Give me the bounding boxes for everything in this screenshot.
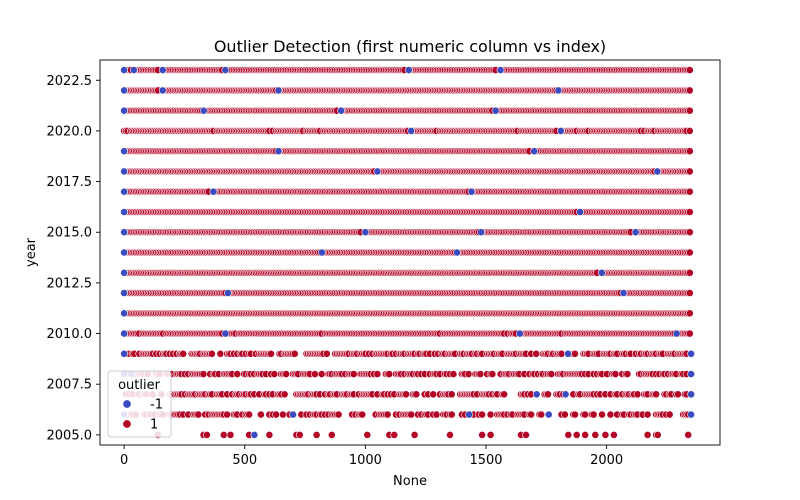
scatter-point-inlier (685, 187, 694, 196)
scatter-point-inlier (571, 349, 579, 358)
scatter-point-inlier (522, 430, 530, 439)
scatter-point-inlier (571, 410, 579, 419)
scatter-point-inlier (447, 390, 456, 399)
scatter-point-inlier (312, 430, 321, 439)
scatter-point-inlier (486, 430, 495, 439)
scatter-point-inlier (265, 430, 274, 439)
scatter-point-inlier (685, 106, 694, 115)
scatter-point-inlier (280, 390, 289, 399)
scatter-point-inlier (310, 370, 319, 378)
scatter-point-inlier (194, 410, 203, 419)
scatter-point-inlier (665, 410, 674, 419)
scatter-point-inlier (219, 430, 228, 439)
scatter-point-inlier (447, 410, 456, 419)
scatter-point-inlier (611, 370, 620, 378)
scatter-point-inlier (233, 370, 242, 378)
scatter-point-inlier (385, 370, 394, 378)
scatter-point-inlier (267, 349, 275, 358)
scatter-point-inlier (290, 349, 299, 358)
scatter-point-inlier (410, 430, 419, 439)
scatter-point-inlier (449, 370, 458, 378)
scatter-point-inlier (179, 349, 188, 358)
scatter-point-inlier (402, 390, 410, 399)
scatter-point-inlier (564, 430, 573, 439)
scatter-point-inlier (317, 370, 326, 378)
scatter-point-inlier (643, 410, 652, 419)
scatter-point-inlier (685, 126, 694, 135)
scatter-point-inlier (407, 410, 416, 419)
scatter-point-inlier (446, 430, 454, 439)
scatter-point-inlier (486, 410, 495, 419)
scatter-point-inlier (581, 410, 589, 419)
scatter-point-inlier (429, 390, 438, 399)
scatter-point-inlier (202, 430, 211, 439)
scatter-point-inlier (601, 430, 610, 439)
scatter-point-inlier (390, 430, 399, 439)
scatter-point-inlier (478, 410, 486, 419)
scatter-point-inlier (322, 349, 331, 358)
scatter-point-inlier (245, 410, 253, 419)
scatter-point-inlier (685, 248, 694, 257)
scatter-point-inlier (537, 410, 546, 419)
scatter-point-inlier (282, 370, 291, 378)
scatter-point-inlier (685, 228, 694, 237)
scatter-point-inlier (544, 390, 552, 399)
scatter-point-inlier (598, 410, 606, 419)
scatter-point-inlier (383, 410, 392, 419)
scatter-point-inlier (373, 370, 382, 378)
scatter-point-inlier (334, 410, 343, 419)
scatter-point-inlier (610, 430, 618, 439)
scatter-point-inlier (547, 370, 556, 378)
scatter-point-inlier (349, 370, 358, 378)
scatter-point-inlier (363, 430, 372, 439)
scatter-point-inlier (685, 147, 694, 156)
chart-title: Outlier Detection (first numeric column … (214, 37, 606, 56)
scatter-point-inlier (572, 430, 581, 439)
scatter-point-inlier (685, 208, 694, 216)
scatter-point-inlier (295, 430, 304, 439)
scatter-point-inlier (685, 309, 694, 318)
scatter-point-inlier (527, 410, 535, 419)
scatter-point-inlier (653, 430, 662, 439)
scatter-point-inlier (270, 370, 279, 378)
scatter-point-inlier (633, 390, 642, 399)
scatter-point-inlier (685, 268, 694, 277)
scatter-point-inlier (488, 370, 497, 378)
scatter-point-inlier (358, 410, 367, 419)
scatter-point-inlier (557, 349, 566, 358)
scatter-point-inlier (589, 410, 598, 419)
scatter-point-inlier (226, 430, 235, 439)
scatter-point-inlier (412, 390, 421, 399)
scatter-point-inlier (561, 410, 569, 419)
scatter-point-inlier (685, 167, 694, 176)
scatter-point-inlier (685, 289, 694, 297)
scatter-point-inlier (684, 430, 693, 439)
scatter-point-inlier (643, 430, 652, 439)
scatter-point-inlier (685, 329, 694, 338)
scatter-point-inlier (591, 430, 600, 439)
scatter-point-inlier (199, 370, 208, 378)
scatter-point-inlier (278, 410, 287, 419)
scatter-point-inlier (464, 370, 473, 378)
scatter-point-inlier (478, 430, 486, 439)
scatter-point-inlier (216, 349, 225, 358)
scatter-point-inlier (223, 410, 231, 419)
scatter-point-inlier (623, 370, 632, 378)
scatter-point-inlier (256, 410, 265, 419)
scatter-point-inlier (606, 410, 615, 419)
scatter-points (120, 66, 695, 439)
scatter-point-inlier (500, 390, 508, 399)
scatter-point-inlier (272, 410, 280, 419)
scatter-point-inlier (207, 349, 216, 358)
scatter-point-inlier (532, 349, 541, 358)
scatter-point-inlier (652, 390, 660, 399)
scatter-point-inlier (432, 410, 441, 419)
scatter-point-inlier (327, 430, 336, 439)
scatter-point-inlier (581, 430, 589, 439)
scatter-point-inlier (476, 370, 485, 378)
scatter-point-inlier (674, 390, 682, 399)
